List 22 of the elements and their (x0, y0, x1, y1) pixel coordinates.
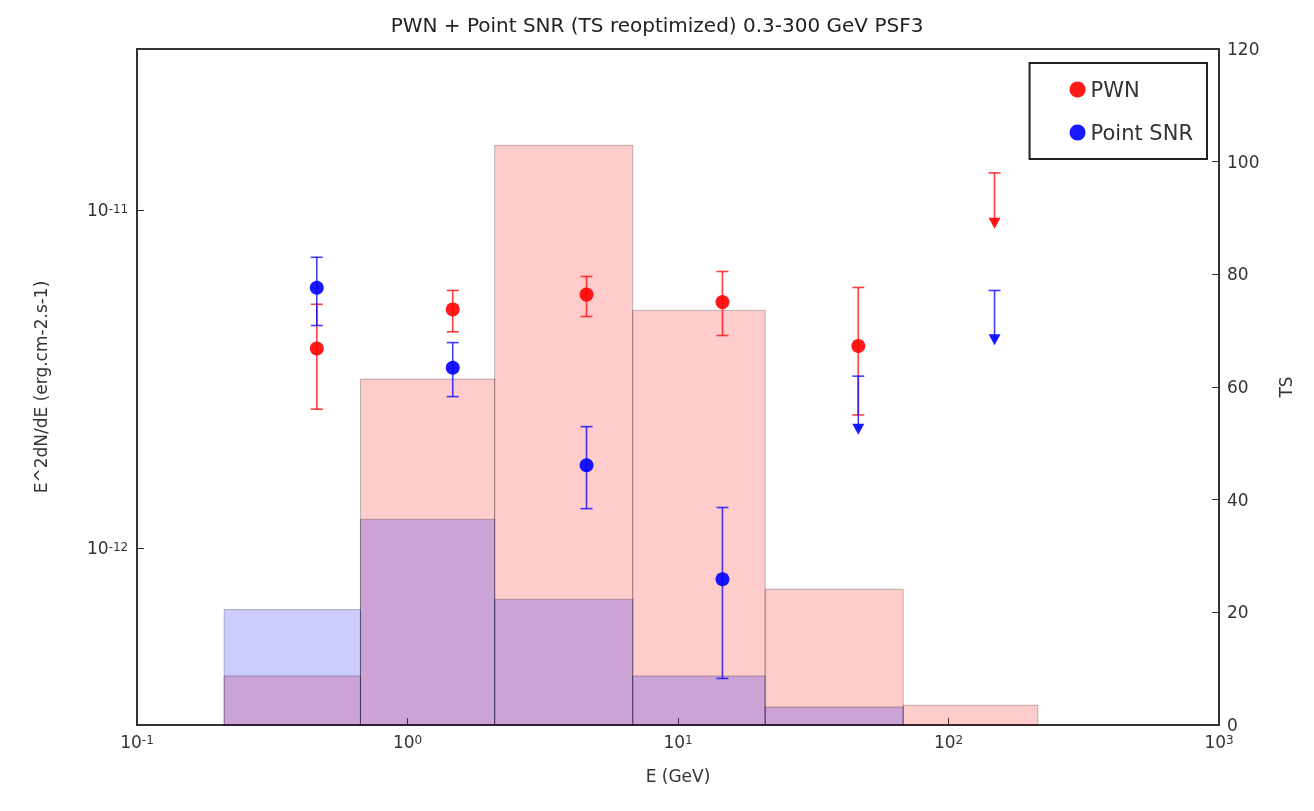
y2-tick-label: 40 (1227, 489, 1249, 510)
point (309, 341, 324, 356)
point (309, 280, 324, 295)
x-axis-title: E (GeV) (645, 765, 711, 786)
point (851, 338, 866, 353)
point (445, 360, 460, 375)
y2-tick-label: 0 (1227, 715, 1238, 735)
point (579, 458, 594, 473)
y2-tick-label: 20 (1227, 602, 1249, 623)
legend-label: PWN (1090, 77, 1140, 102)
point (579, 287, 594, 302)
y2-tick-label: 120 (1227, 39, 1260, 59)
y-axis-title: E^2dN/dE (erg.cm-2.s-1) (30, 280, 51, 494)
y2-tick-label: 60 (1227, 377, 1249, 397)
y2-tick-label: 100 (1227, 151, 1260, 172)
y2-axis-title: TS (1275, 376, 1296, 399)
y2-tick-label: 80 (1227, 264, 1249, 285)
chart-title: PWN + Point SNR (TS reoptimized) 0.3-300 GeV PSF3 (390, 13, 924, 37)
point (715, 295, 730, 310)
legend-label: Point SNR (1090, 120, 1194, 145)
point (715, 572, 730, 587)
point (445, 302, 460, 317)
